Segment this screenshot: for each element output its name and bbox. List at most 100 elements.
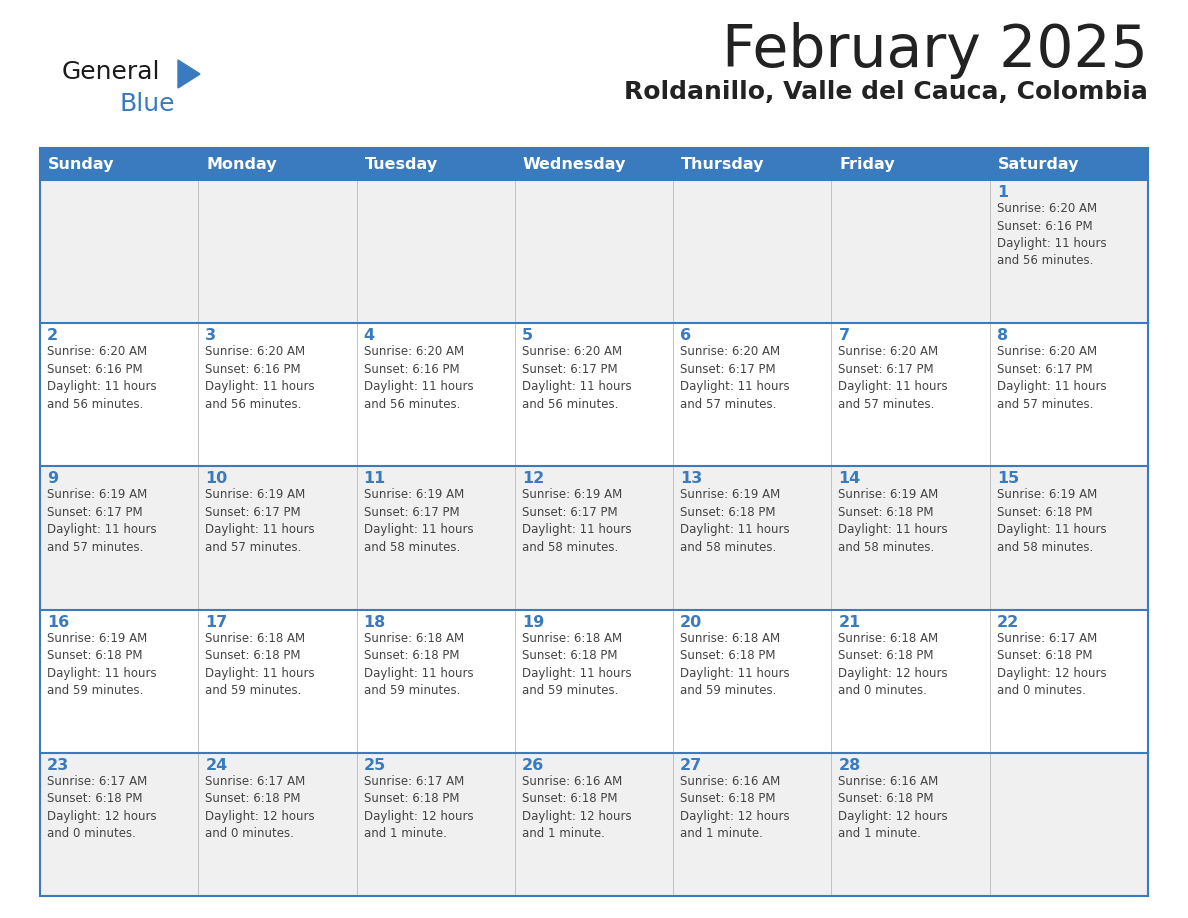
Bar (198, 753, 356, 896)
Polygon shape (178, 60, 200, 88)
Bar (198, 323, 356, 466)
Text: 4: 4 (364, 329, 374, 343)
Text: Sunrise: 6:20 AM
Sunset: 6:16 PM
Daylight: 11 hours
and 56 minutes.: Sunrise: 6:20 AM Sunset: 6:16 PM Dayligh… (364, 345, 473, 410)
Bar (832, 148, 990, 180)
Text: 22: 22 (997, 614, 1019, 630)
Text: Sunrise: 6:17 AM
Sunset: 6:18 PM
Daylight: 12 hours
and 0 minutes.: Sunrise: 6:17 AM Sunset: 6:18 PM Dayligh… (48, 775, 157, 840)
Bar (990, 323, 1148, 466)
Text: 6: 6 (681, 329, 691, 343)
Bar (674, 610, 832, 753)
Bar (198, 466, 356, 610)
Text: 17: 17 (206, 614, 228, 630)
Text: Roldanillo, Valle del Cauca, Colombia: Roldanillo, Valle del Cauca, Colombia (624, 80, 1148, 104)
Bar (674, 180, 832, 323)
Text: 28: 28 (839, 757, 860, 773)
Text: Sunrise: 6:20 AM
Sunset: 6:17 PM
Daylight: 11 hours
and 57 minutes.: Sunrise: 6:20 AM Sunset: 6:17 PM Dayligh… (839, 345, 948, 410)
Text: Sunrise: 6:20 AM
Sunset: 6:16 PM
Daylight: 11 hours
and 56 minutes.: Sunrise: 6:20 AM Sunset: 6:16 PM Dayligh… (48, 345, 157, 410)
Text: Sunrise: 6:19 AM
Sunset: 6:17 PM
Daylight: 11 hours
and 58 minutes.: Sunrise: 6:19 AM Sunset: 6:17 PM Dayligh… (364, 488, 473, 554)
Bar (832, 753, 990, 896)
Bar (514, 180, 674, 323)
Bar (990, 466, 1148, 610)
Text: Sunrise: 6:16 AM
Sunset: 6:18 PM
Daylight: 12 hours
and 1 minute.: Sunrise: 6:16 AM Sunset: 6:18 PM Dayligh… (839, 775, 948, 840)
Bar (990, 180, 1148, 323)
Text: Sunrise: 6:18 AM
Sunset: 6:18 PM
Daylight: 11 hours
and 59 minutes.: Sunrise: 6:18 AM Sunset: 6:18 PM Dayligh… (681, 632, 790, 697)
Bar (40, 148, 198, 180)
Text: 15: 15 (997, 472, 1019, 487)
Bar (514, 466, 674, 610)
Bar (40, 610, 198, 753)
Text: Sunrise: 6:16 AM
Sunset: 6:18 PM
Daylight: 12 hours
and 1 minute.: Sunrise: 6:16 AM Sunset: 6:18 PM Dayligh… (681, 775, 790, 840)
Text: 23: 23 (48, 757, 69, 773)
Bar (356, 323, 514, 466)
Bar (832, 180, 990, 323)
Text: 25: 25 (364, 757, 386, 773)
Text: Wednesday: Wednesday (523, 156, 626, 172)
Bar (674, 753, 832, 896)
Text: 12: 12 (522, 472, 544, 487)
Bar (356, 180, 514, 323)
Text: 5: 5 (522, 329, 533, 343)
Bar (514, 148, 674, 180)
Bar (356, 148, 514, 180)
Bar (514, 610, 674, 753)
Bar (40, 180, 198, 323)
Bar (674, 466, 832, 610)
Text: Sunrise: 6:17 AM
Sunset: 6:18 PM
Daylight: 12 hours
and 0 minutes.: Sunrise: 6:17 AM Sunset: 6:18 PM Dayligh… (206, 775, 315, 840)
Text: Sunrise: 6:17 AM
Sunset: 6:18 PM
Daylight: 12 hours
and 1 minute.: Sunrise: 6:17 AM Sunset: 6:18 PM Dayligh… (364, 775, 473, 840)
Bar (674, 323, 832, 466)
Text: 11: 11 (364, 472, 386, 487)
Text: Thursday: Thursday (681, 156, 765, 172)
Text: Sunrise: 6:18 AM
Sunset: 6:18 PM
Daylight: 11 hours
and 59 minutes.: Sunrise: 6:18 AM Sunset: 6:18 PM Dayligh… (364, 632, 473, 697)
Bar (356, 466, 514, 610)
Text: Tuesday: Tuesday (365, 156, 437, 172)
Text: Saturday: Saturday (998, 156, 1079, 172)
Text: 26: 26 (522, 757, 544, 773)
Text: Sunday: Sunday (48, 156, 114, 172)
Bar (832, 610, 990, 753)
Text: 13: 13 (681, 472, 702, 487)
Text: Sunrise: 6:20 AM
Sunset: 6:17 PM
Daylight: 11 hours
and 57 minutes.: Sunrise: 6:20 AM Sunset: 6:17 PM Dayligh… (997, 345, 1106, 410)
Text: Monday: Monday (207, 156, 277, 172)
Text: 16: 16 (48, 614, 69, 630)
Text: Sunrise: 6:19 AM
Sunset: 6:18 PM
Daylight: 11 hours
and 58 minutes.: Sunrise: 6:19 AM Sunset: 6:18 PM Dayligh… (681, 488, 790, 554)
Text: 21: 21 (839, 614, 860, 630)
Text: Sunrise: 6:19 AM
Sunset: 6:17 PM
Daylight: 11 hours
and 58 minutes.: Sunrise: 6:19 AM Sunset: 6:17 PM Dayligh… (522, 488, 632, 554)
Text: Sunrise: 6:19 AM
Sunset: 6:17 PM
Daylight: 11 hours
and 57 minutes.: Sunrise: 6:19 AM Sunset: 6:17 PM Dayligh… (48, 488, 157, 554)
Text: General: General (62, 60, 160, 84)
Text: 7: 7 (839, 329, 849, 343)
Bar (990, 753, 1148, 896)
Bar (990, 610, 1148, 753)
Bar (198, 148, 356, 180)
Bar (356, 753, 514, 896)
Text: Sunrise: 6:19 AM
Sunset: 6:18 PM
Daylight: 11 hours
and 58 minutes.: Sunrise: 6:19 AM Sunset: 6:18 PM Dayligh… (839, 488, 948, 554)
Text: Sunrise: 6:16 AM
Sunset: 6:18 PM
Daylight: 12 hours
and 1 minute.: Sunrise: 6:16 AM Sunset: 6:18 PM Dayligh… (522, 775, 632, 840)
Text: 27: 27 (681, 757, 702, 773)
Text: Sunrise: 6:17 AM
Sunset: 6:18 PM
Daylight: 12 hours
and 0 minutes.: Sunrise: 6:17 AM Sunset: 6:18 PM Dayligh… (997, 632, 1106, 697)
Text: Blue: Blue (120, 92, 176, 116)
Text: February 2025: February 2025 (722, 22, 1148, 79)
Bar (198, 610, 356, 753)
Text: Sunrise: 6:20 AM
Sunset: 6:17 PM
Daylight: 11 hours
and 57 minutes.: Sunrise: 6:20 AM Sunset: 6:17 PM Dayligh… (681, 345, 790, 410)
Bar (198, 180, 356, 323)
Bar (832, 466, 990, 610)
Text: 1: 1 (997, 185, 1007, 200)
Bar (40, 753, 198, 896)
Bar (832, 323, 990, 466)
Bar (990, 148, 1148, 180)
Text: Friday: Friday (840, 156, 895, 172)
Text: Sunrise: 6:18 AM
Sunset: 6:18 PM
Daylight: 11 hours
and 59 minutes.: Sunrise: 6:18 AM Sunset: 6:18 PM Dayligh… (206, 632, 315, 697)
Text: Sunrise: 6:19 AM
Sunset: 6:18 PM
Daylight: 11 hours
and 59 minutes.: Sunrise: 6:19 AM Sunset: 6:18 PM Dayligh… (48, 632, 157, 697)
Text: 3: 3 (206, 329, 216, 343)
Text: Sunrise: 6:18 AM
Sunset: 6:18 PM
Daylight: 12 hours
and 0 minutes.: Sunrise: 6:18 AM Sunset: 6:18 PM Dayligh… (839, 632, 948, 697)
Bar (514, 323, 674, 466)
Text: 19: 19 (522, 614, 544, 630)
Bar (40, 323, 198, 466)
Bar (356, 610, 514, 753)
Bar (514, 753, 674, 896)
Bar (674, 148, 832, 180)
Text: Sunrise: 6:19 AM
Sunset: 6:17 PM
Daylight: 11 hours
and 57 minutes.: Sunrise: 6:19 AM Sunset: 6:17 PM Dayligh… (206, 488, 315, 554)
Text: Sunrise: 6:19 AM
Sunset: 6:18 PM
Daylight: 11 hours
and 58 minutes.: Sunrise: 6:19 AM Sunset: 6:18 PM Dayligh… (997, 488, 1106, 554)
Text: Sunrise: 6:20 AM
Sunset: 6:17 PM
Daylight: 11 hours
and 56 minutes.: Sunrise: 6:20 AM Sunset: 6:17 PM Dayligh… (522, 345, 632, 410)
Text: Sunrise: 6:20 AM
Sunset: 6:16 PM
Daylight: 11 hours
and 56 minutes.: Sunrise: 6:20 AM Sunset: 6:16 PM Dayligh… (997, 202, 1106, 267)
Text: 9: 9 (48, 472, 58, 487)
